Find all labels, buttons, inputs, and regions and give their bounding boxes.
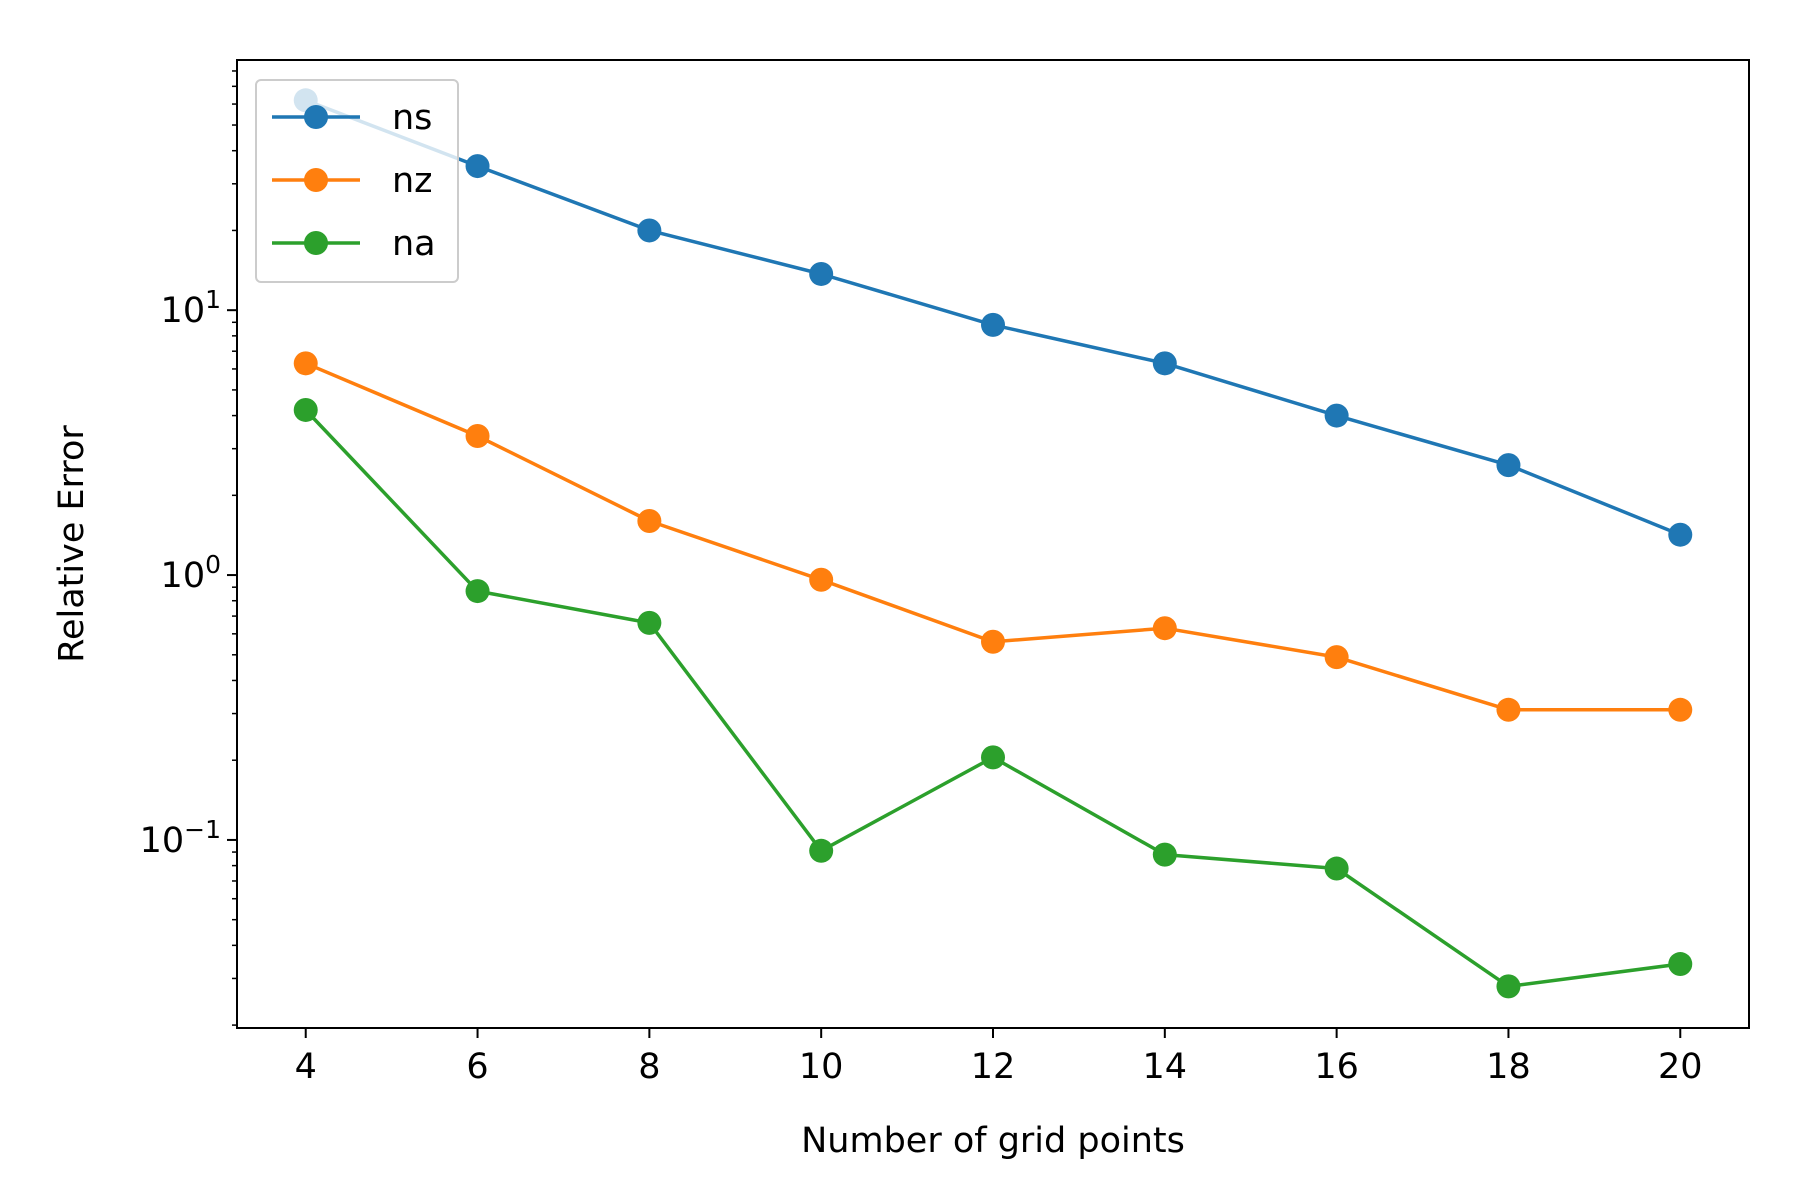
data-point-na <box>981 745 1005 770</box>
data-point-na <box>465 579 490 604</box>
x-tick-label: 16 <box>1314 1047 1359 1087</box>
data-point-nz <box>1152 616 1177 641</box>
data-point-nz <box>1668 697 1693 722</box>
x-axis-label: Number of grid points <box>801 1121 1185 1161</box>
legend-item-na: na <box>272 224 436 264</box>
legend: ns nz na <box>255 79 459 283</box>
y-tick-label: 10−1 <box>140 814 221 861</box>
y-tick-label: 101 <box>161 285 221 332</box>
data-point-na <box>1324 856 1349 881</box>
y-tick-label: 100 <box>161 550 221 597</box>
series-na <box>293 397 1693 999</box>
data-point-ns <box>1152 351 1177 376</box>
data-point-na <box>1496 974 1521 999</box>
data-point-nz <box>981 629 1005 654</box>
x-tick-label: 18 <box>1486 1047 1531 1087</box>
series-nz <box>293 351 1693 722</box>
x-tick-label: 10 <box>799 1047 844 1087</box>
data-point-nz <box>1324 645 1349 670</box>
data-point-nz <box>637 508 662 533</box>
series-layer <box>293 88 1693 999</box>
data-point-na <box>637 610 662 635</box>
x-tick-label: 14 <box>1143 1047 1188 1087</box>
x-tick-label: 4 <box>295 1047 317 1087</box>
legend-label: nz <box>392 161 433 201</box>
data-point-ns <box>981 312 1005 337</box>
legend-item-ns: ns <box>272 98 432 138</box>
data-point-nz <box>465 423 490 448</box>
data-point-na <box>293 397 318 422</box>
plot-area <box>237 60 1749 1028</box>
data-point-ns <box>637 218 662 243</box>
data-point-nz <box>1496 697 1521 722</box>
legend-label: na <box>392 224 436 264</box>
data-point-ns <box>1496 453 1521 478</box>
plot-frame <box>236 59 1750 1029</box>
data-point-na <box>809 838 834 863</box>
data-point-nz <box>809 567 834 592</box>
data-point-ns <box>1324 403 1349 428</box>
legend-marker <box>304 168 328 192</box>
x-tick-label: 6 <box>466 1047 488 1087</box>
legend-item-nz: nz <box>272 161 433 201</box>
legend-marker <box>304 105 328 129</box>
y-axis-label: Relative Error <box>52 425 92 663</box>
legend-label: ns <box>392 98 432 138</box>
data-point-ns <box>465 154 490 179</box>
x-axis: 4 6 8 10 12 14 16 18 20 <box>295 1028 1703 1087</box>
x-tick-label: 12 <box>971 1047 1016 1087</box>
data-point-ns <box>809 261 834 286</box>
data-point-na <box>1668 952 1693 977</box>
y-axis: 10−1 100 101 <box>140 70 237 1026</box>
data-point-na <box>1152 842 1177 867</box>
data-point-ns <box>1668 522 1693 547</box>
legend-marker <box>304 231 328 255</box>
x-tick-label: 20 <box>1658 1047 1703 1087</box>
x-tick-label: 8 <box>638 1047 660 1087</box>
data-point-nz <box>293 351 318 376</box>
